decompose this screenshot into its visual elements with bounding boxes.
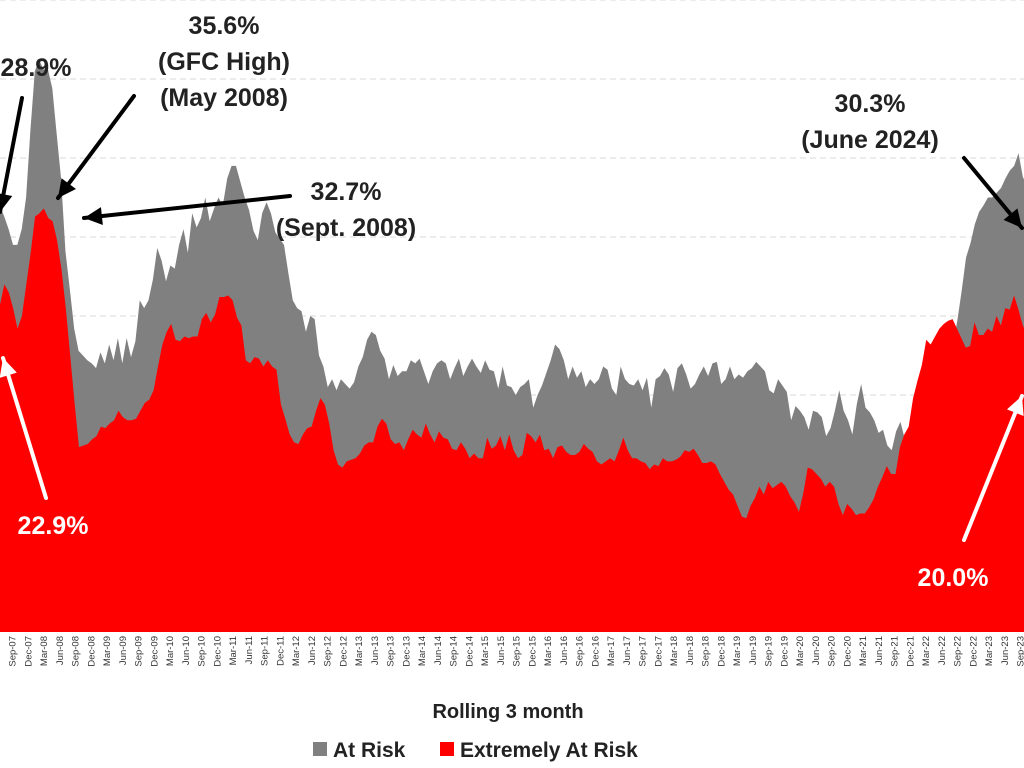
x-tick-label: Sep-10 [197,636,208,667]
x-tick-label: Jun-17 [622,636,633,665]
x-tick-label: Mar-22 [921,636,932,666]
x-tick-label: Jun-20 [811,636,822,665]
legend-swatch-extremely-at-risk [440,742,454,756]
x-tick-label: Jun-12 [307,636,318,665]
x-tick-label: Jun-11 [244,636,255,664]
annotation-text: 28.9% [1,54,72,82]
x-tick-label: Mar-09 [102,636,113,666]
x-tick-label: Jun-16 [559,636,570,665]
annotation-arrow-head [1003,208,1022,228]
x-tick-label: Jun-08 [55,636,66,665]
annotation-text: (Sept. 2008) [276,214,416,242]
x-tick-label: Sep-14 [449,636,460,667]
annotation-arrow-head [1006,396,1024,417]
x-tick-label: Mar-20 [795,636,806,666]
annotation-arrow-head [0,358,17,378]
x-tick-label: Mar-16 [543,636,554,666]
annotation-arrow-head [0,193,13,212]
area-series [0,60,1024,632]
annotation-text: 32.7% [311,178,382,206]
x-tick-label: Jun-21 [874,636,885,665]
annotation-text: (May 2008) [160,84,288,112]
x-tick-label: Dec-21 [905,636,916,667]
x-tick-label: Dec-09 [149,636,160,667]
x-axis-label: Rolling 3 month [432,701,583,723]
x-tick-label: Jun-18 [685,636,696,665]
x-tick-label: Sep-17 [638,636,649,667]
x-tick-label: Dec-15 [527,636,538,667]
x-tick-label: Dec-18 [716,636,727,667]
annotation-arrow-line [1,356,48,500]
annotation-text: (GFC High) [158,48,290,76]
x-tick-label: Dec-08 [86,636,97,667]
x-tick-label: Jun-15 [496,636,507,665]
annotations: 28.9% 35.6% (GFC High) (May 2008) 32.7% (Sept… [0,12,1024,592]
x-tick-label: Sep-11 [260,636,271,666]
x-tick-label: Dec-20 [842,636,853,667]
x-tick-label: Dec-17 [653,636,664,667]
legend: At Risk Extremely At Risk [313,739,638,762]
x-tick-label: Jun-19 [748,636,759,665]
x-tick-label: Mar-11 [228,636,239,665]
x-tick-label: Jun-23 [1000,636,1011,665]
area-extremely-at-risk [0,208,1024,632]
annotation-arrow-line [56,94,136,200]
x-tick-label: Sep-07 [8,636,19,667]
x-tick-label: Jun-10 [181,636,192,665]
annotation-text: 22.9% [18,512,89,540]
x-tick-label: Mar-18 [669,636,680,666]
annotation-arrow-line [962,394,1024,542]
annotation-text: 30.3% [835,90,906,118]
x-tick-label: Sep-16 [575,636,586,667]
x-tick-label: Mar-23 [984,636,995,666]
x-tick-label: Jun-22 [937,636,948,665]
x-tick-label: Dec-22 [968,636,979,667]
x-tick-label: Mar-17 [606,636,617,666]
legend-label-extremely-at-risk: Extremely At Risk [460,739,638,762]
annotation-arrow-head [58,178,76,198]
x-tick-label: Dec-07 [23,636,34,667]
x-tick-label: Sep-21 [890,636,901,667]
x-tick-label: Mar-08 [39,636,50,666]
x-tick-label: Dec-16 [590,636,601,667]
x-tick-label: Jun-09 [118,636,129,665]
x-tick-label: Sep-20 [827,636,838,667]
annotation-arrow-line [82,194,292,220]
x-tick-label: Mar-21 [858,636,869,666]
annotation-arrow-head [84,207,103,226]
legend-swatch-at-risk [313,742,327,756]
x-tick-label: Dec-10 [212,636,223,667]
annotation-text: 35.6% [189,12,260,40]
x-tick-label: Sep-12 [323,636,334,667]
x-tick-label: Mar-12 [291,636,302,666]
x-tick-label: Jun-14 [433,636,444,665]
x-tick-label: Mar-13 [354,636,365,666]
legend-label-at-risk: At Risk [333,739,406,762]
x-tick-label: Dec-19 [779,636,790,667]
x-tick-label: Sep-09 [134,636,145,667]
x-tick-label: Sep-19 [764,636,775,667]
x-tick-label: Dec-13 [401,636,412,667]
annotation-text: (June 2024) [801,126,939,154]
annotation-text: 20.0% [918,564,989,592]
x-tick-label: Sep-13 [386,636,397,667]
annotation-arrow-line [0,96,24,214]
x-tick-label: Sep-18 [701,636,712,667]
x-tick-label: Mar-14 [417,636,428,666]
x-tick-label: Dec-12 [338,636,349,667]
x-tick-label: Sep-22 [953,636,964,667]
x-tick-label: Sep-23 [1016,636,1024,667]
x-tick-label: Sep-15 [512,636,523,667]
x-tick-label: Mar-15 [480,636,491,666]
x-tick-label: Mar-19 [732,636,743,666]
x-tick-labels: Sep-07 Dec-07 Mar-08 Jun-08 Sep-08 Dec-08 Mar-… [8,636,1024,667]
x-tick-label: Sep-08 [71,636,82,667]
x-tick-label: Dec-14 [464,636,475,667]
x-tick-label: Dec-11 [275,636,286,666]
x-tick-label: Jun-13 [370,636,381,665]
x-tick-label: Mar-10 [165,636,176,666]
